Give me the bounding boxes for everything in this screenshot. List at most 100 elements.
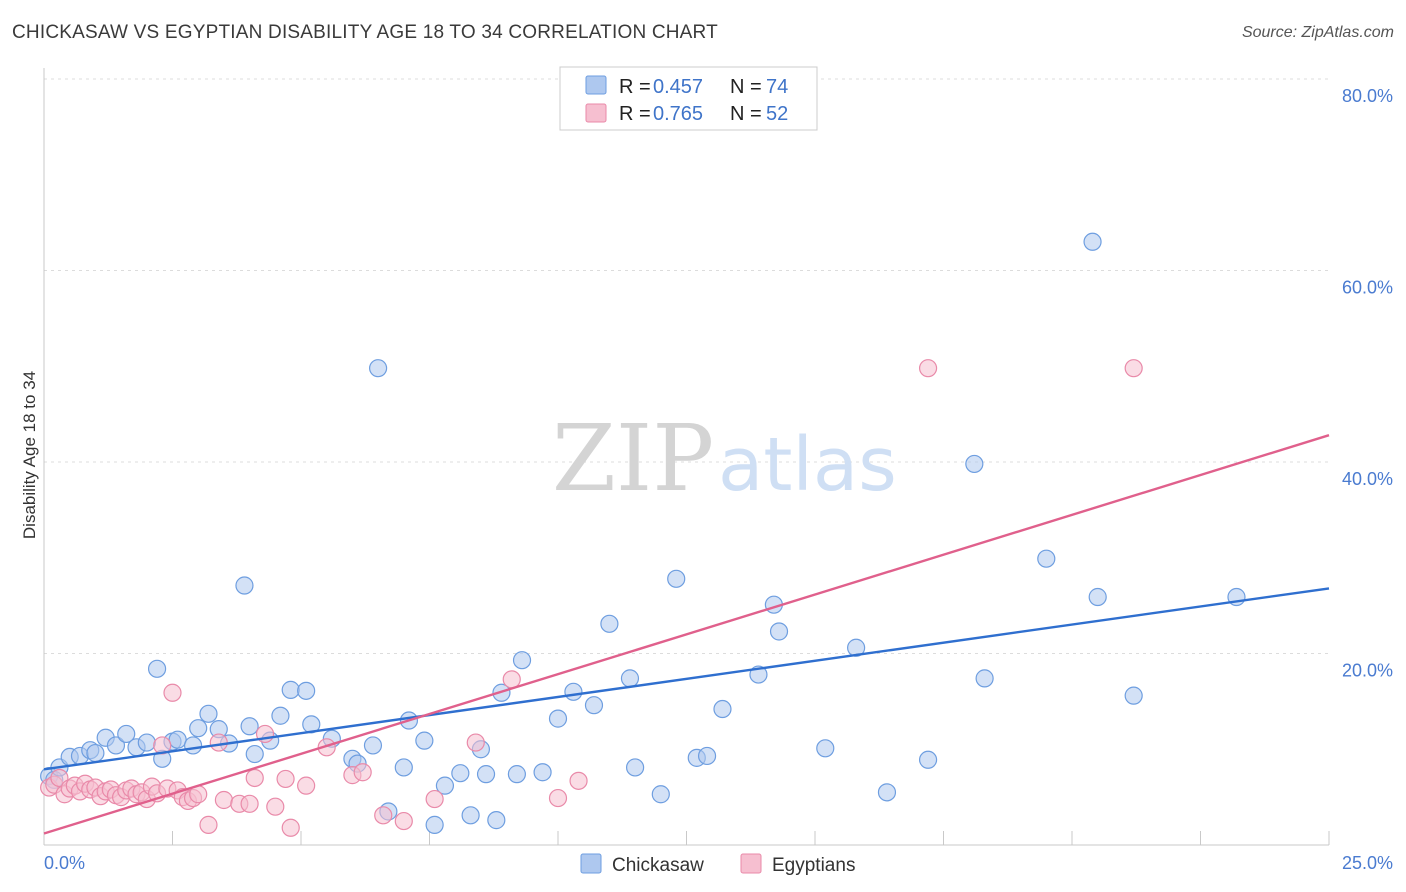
legend-r-label-1: R = [619,76,651,98]
x-tick-label: 0.0% [44,853,85,873]
data-point-chickasaw [600,614,619,633]
data-point-chickasaw [199,704,218,723]
data-point-chickasaw [415,731,434,750]
data-point-egyptians [548,788,568,808]
tick-labels: 20.0% 40.0% 60.0% 80.0% 0.0% 25.0% [44,86,1393,873]
data-point-chickasaw [245,744,264,764]
data-point-chickasaw [189,719,208,738]
y-axis-label: Disability Age 18 to 34 [20,371,39,539]
legend-swatch-egyptians [585,103,607,123]
data-point-chickasaw [975,669,994,688]
legend-r-label-2: R = [619,103,651,125]
data-point-chickasaw [487,811,506,830]
legend-n-value-1: 74 [766,76,788,98]
legend-stats: R = 0.457 N = 74 R = 0.765 N = 52 [559,66,818,131]
watermark-atlas: atlas [718,422,897,508]
data-point-egyptians [266,797,285,816]
data-point-chickasaw [425,815,444,834]
data-point-chickasaw [625,758,645,777]
data-point-chickasaw [697,746,717,766]
data-point-egyptians [569,771,588,790]
data-point-chickasaw [137,733,156,752]
data-point-egyptians [276,769,295,789]
y-tick-label: 40.0% [1342,469,1393,489]
legend-swatch-chickasaw [585,75,607,95]
data-point-chickasaw [667,569,686,588]
trend-lines [43,434,1330,835]
watermark: ZIP atlas [552,405,897,512]
data-point-chickasaw [847,638,866,657]
watermark-zip: ZIP [552,405,714,512]
data-point-chickasaw [1037,549,1056,568]
legend-n-label-1: N = [730,76,762,98]
chart-title: CHICKASAW VS EGYPTIAN DISABILITY AGE 18 … [12,22,718,43]
data-point-chickasaw [620,669,640,688]
legend-bottom-label-chickasaw: Chickasaw [612,855,704,876]
axes [43,68,1330,846]
trend-line-chickasaw [43,587,1330,771]
data-point-chickasaw [564,682,583,701]
y-tick-label: 60.0% [1342,278,1393,298]
x-tick-label: 25.0% [1342,853,1393,873]
legend-bottom-swatch-egyptians [740,853,762,874]
data-point-chickasaw [240,717,259,736]
data-point-egyptians [353,763,372,782]
legend-r-value-2: 0.765 [653,103,703,125]
data-point-egyptians [425,789,444,809]
data-point-egyptians [209,733,228,752]
data-point-egyptians [374,806,393,825]
data-point-chickasaw [106,736,126,755]
legend-bottom-swatch-chickasaw [580,853,602,874]
data-point-egyptians [1124,359,1143,378]
data-point-chickasaw [816,739,835,758]
data-point-chickasaw [476,765,496,784]
data-point-chickasaw [183,736,203,755]
data-point-chickasaw [1088,587,1107,607]
data-point-chickasaw [877,783,897,802]
data-point-chickasaw [117,724,136,744]
legend-n-value-2: 52 [766,103,788,125]
data-point-chickasaw [168,730,187,749]
data-point-chickasaw [713,699,732,719]
data-points [40,232,1246,837]
legend-n-label-2: N = [730,103,762,125]
data-point-chickasaw [512,651,532,670]
data-point-chickasaw [271,706,290,725]
data-point-egyptians [240,794,259,813]
data-point-chickasaw [86,743,105,763]
data-point-chickasaw [533,763,552,782]
y-tick-label: 20.0% [1342,661,1393,681]
data-point-chickasaw [394,758,413,777]
data-point-egyptians [466,733,485,752]
data-point-egyptians [214,790,233,810]
data-point-chickasaw [369,359,388,378]
source-credit: Source: ZipAtlas.com [1241,24,1394,41]
legend-series: Chickasaw Egyptians [580,853,855,876]
data-point-egyptians [918,359,938,378]
data-point-egyptians [394,811,413,831]
data-point-chickasaw [651,785,670,804]
data-point-chickasaw [1124,686,1143,705]
data-point-chickasaw [769,622,789,641]
data-point-egyptians [502,670,521,689]
data-point-chickasaw [147,659,167,678]
data-point-chickasaw [363,736,383,755]
data-point-chickasaw [548,709,568,728]
data-point-chickasaw [297,681,316,700]
data-point-chickasaw [435,776,455,795]
trend-line-egyptians [43,434,1330,835]
data-point-chickasaw [235,576,254,595]
data-point-egyptians [297,776,316,795]
data-point-egyptians [163,683,182,702]
data-point-chickasaw [584,696,604,715]
legend-bottom-label-egyptians: Egyptians [772,855,855,876]
data-point-chickasaw [1083,232,1102,251]
series-egyptians [40,359,1143,837]
data-point-egyptians [199,815,218,834]
data-point-egyptians [245,768,264,788]
y-tick-label: 80.0% [1342,86,1393,106]
data-point-chickasaw [965,454,984,474]
legend-r-value-1: 0.457 [653,76,703,98]
data-point-chickasaw [918,750,938,769]
